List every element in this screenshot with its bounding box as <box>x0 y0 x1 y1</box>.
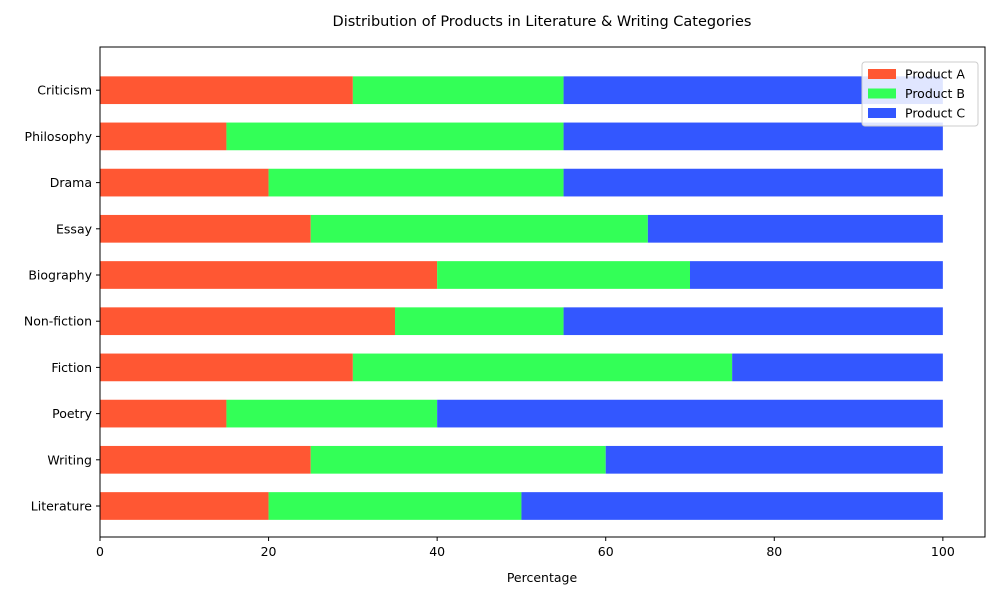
bar-non-fiction-series-1 <box>100 307 395 336</box>
y-tick-label: Literature <box>31 499 93 514</box>
bar-non-fiction-series-2 <box>395 307 564 336</box>
bar-essay-series-2 <box>310 214 648 243</box>
y-tick-label: Essay <box>56 221 93 236</box>
y-tick-label: Philosophy <box>25 129 93 144</box>
y-tick-label: Biography <box>28 268 92 283</box>
y-tick-label: Writing <box>47 452 92 467</box>
bar-fiction-series-1 <box>100 353 353 382</box>
y-tick-label: Non-fiction <box>24 314 92 329</box>
bar-poetry-series-3 <box>437 399 943 428</box>
x-tick-label: 0 <box>96 544 104 559</box>
bar-literature-series-1 <box>100 492 269 520</box>
bar-essay-series-3 <box>647 214 943 243</box>
y-tick-label: Drama <box>50 175 92 190</box>
legend-label: Product B <box>905 86 965 101</box>
x-tick-label: 40 <box>429 544 445 559</box>
bar-philosophy-series-1 <box>100 122 227 151</box>
bar-writing-series-2 <box>310 445 606 474</box>
legend-swatch-series-2 <box>868 88 896 99</box>
x-axis: 0 20 40 60 80 100 <box>96 537 955 559</box>
bar-philosophy-series-3 <box>563 122 943 151</box>
bar-writing-series-1 <box>100 445 311 474</box>
bar-poetry-series-1 <box>100 399 227 428</box>
bar-drama-series-1 <box>100 168 269 197</box>
bar-philosophy-series-2 <box>226 122 564 151</box>
bar-drama-series-3 <box>563 168 943 197</box>
legend-swatch-series-3 <box>868 108 896 118</box>
bar-poetry-series-2 <box>226 399 438 428</box>
bar-biography-series-3 <box>690 261 943 289</box>
bar-fiction-series-2 <box>352 353 733 382</box>
bar-essay-series-1 <box>100 214 311 243</box>
x-tick-label: 60 <box>598 544 614 559</box>
bar-criticism-series-2 <box>352 76 564 105</box>
x-tick-label: 20 <box>261 544 277 559</box>
legend-label: Product C <box>905 106 965 121</box>
y-axis: Literature Writing Poetry Fiction Non-fictio… <box>24 83 100 514</box>
x-tick-label: 80 <box>766 544 782 559</box>
bar-biography-series-1 <box>100 261 438 289</box>
bar-fiction-series-3 <box>732 353 943 382</box>
legend: Product A Product B Product C <box>861 61 979 127</box>
bar-biography-series-2 <box>437 261 690 289</box>
bar-writing-series-3 <box>605 445 943 474</box>
legend-label: Product A <box>905 67 965 82</box>
bar-criticism-series-1 <box>100 76 353 105</box>
y-tick-label: Criticism <box>37 83 92 98</box>
legend-swatch-series-1 <box>868 69 896 79</box>
plot-frame <box>99 46 986 538</box>
chart-title: Distribution of Products in Literature &… <box>333 14 752 30</box>
bar-literature-series-2 <box>268 492 522 520</box>
bar-non-fiction-series-3 <box>563 307 943 336</box>
bar-literature-series-3 <box>521 492 943 520</box>
y-tick-label: Fiction <box>51 360 92 375</box>
x-axis-label: Percentage <box>507 570 578 585</box>
bar-drama-series-2 <box>268 168 564 197</box>
x-tick-label: 100 <box>931 544 955 559</box>
y-tick-label: Poetry <box>52 406 92 421</box>
bars-layer <box>100 76 943 520</box>
